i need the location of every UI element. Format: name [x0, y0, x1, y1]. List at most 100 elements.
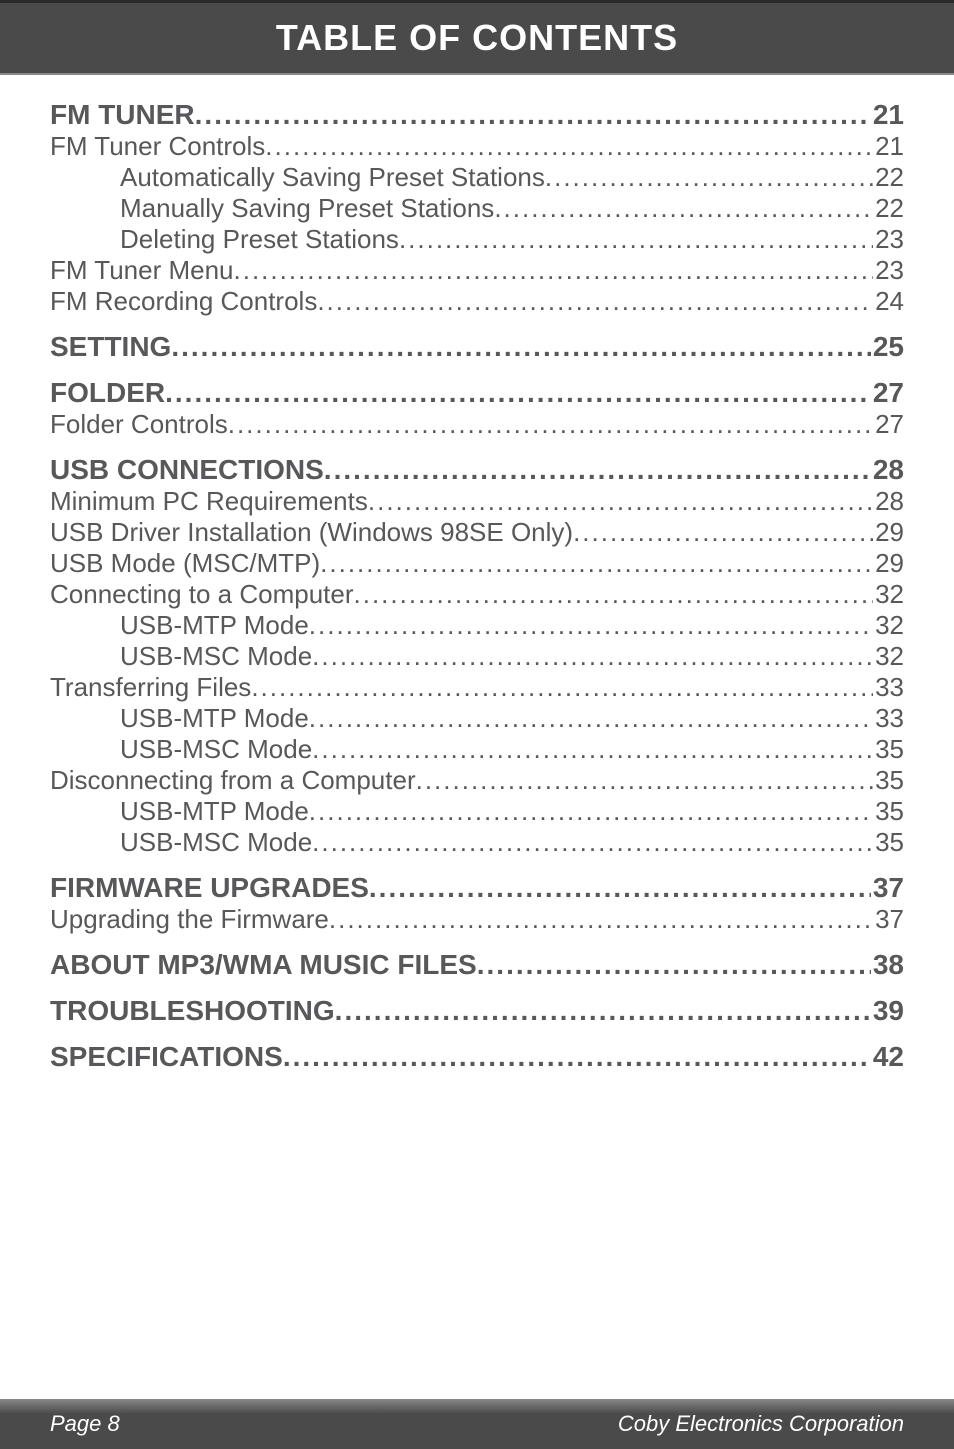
toc-entry-page: 29: [873, 517, 904, 548]
toc-entry-page: 22: [873, 162, 904, 193]
toc-entry-page: 32: [873, 641, 904, 672]
toc-entry-label: FM Tuner Menu: [50, 255, 234, 286]
toc-entry: SPECIFICATIONS42: [50, 1041, 904, 1073]
toc-entry-page: 22: [873, 193, 904, 224]
toc-leader-dots: [251, 672, 873, 703]
toc-entry-page: 33: [873, 703, 904, 734]
toc-leader-dots: [309, 796, 873, 827]
toc-entry-page: 23: [873, 224, 904, 255]
header-bar: TABLE OF CONTENTS: [0, 0, 954, 75]
toc-leader-dots: [368, 486, 873, 517]
toc-entry-page: 29: [873, 548, 904, 579]
toc-entry-page: 28: [873, 486, 904, 517]
toc-entry-label: Folder Controls: [50, 409, 228, 440]
toc-entry: FM Tuner Controls21: [50, 131, 904, 162]
toc-entry-label: FIRMWARE UPGRADES: [50, 872, 369, 904]
toc-entry-label: USB-MTP Mode: [120, 703, 309, 734]
toc-entry-label: FM Recording Controls: [50, 286, 317, 317]
toc-entry-page: 23: [873, 255, 904, 286]
toc-entry-label: Manually Saving Preset Stations: [120, 193, 494, 224]
toc-entry: Upgrading the Firmware 37: [50, 904, 904, 935]
toc-entry: Transferring Files33: [50, 672, 904, 703]
toc-entry-page: 35: [873, 765, 904, 796]
toc-entry-page: 27: [873, 409, 904, 440]
toc-leader-dots: [312, 827, 873, 858]
toc-leader-dots: [165, 377, 871, 409]
toc-entry: FOLDER27: [50, 377, 904, 409]
toc-entry-label: Disconnecting from a Computer: [50, 765, 416, 796]
toc-entry: USB-MSC Mode35: [50, 827, 904, 858]
toc-leader-dots: [545, 162, 873, 193]
toc-leader-dots: [312, 734, 873, 765]
footer-bar: Page 8 Coby Electronics Corporation: [0, 1399, 954, 1449]
toc-entry-page: 21: [871, 99, 904, 131]
toc-entry-page: 42: [871, 1041, 904, 1073]
toc-entry-label: Minimum PC Requirements: [50, 486, 368, 517]
toc-content: FM TUNER 21FM Tuner Controls21Automatical…: [0, 75, 954, 1073]
toc-entry-label: FM TUNER: [50, 99, 195, 131]
toc-entry: USB CONNECTIONS 28: [50, 454, 904, 486]
toc-leader-dots: [317, 286, 873, 317]
toc-leader-dots: [320, 548, 873, 579]
toc-entry: Folder Controls 27: [50, 409, 904, 440]
toc-entry-label: USB-MSC Mode: [120, 641, 312, 672]
toc-leader-dots: [416, 765, 873, 796]
toc-entry-page: 24: [873, 286, 904, 317]
toc-entry: FM Recording Controls 24: [50, 286, 904, 317]
toc-entry: ABOUT MP3/WMA MUSIC FILES38: [50, 949, 904, 981]
toc-entry-label: USB CONNECTIONS: [50, 454, 324, 486]
toc-entry-label: TROUBLESHOOTING: [50, 995, 335, 1027]
toc-entry-page: 32: [873, 610, 904, 641]
toc-leader-dots: [234, 255, 874, 286]
toc-entry-label: Transferring Files: [50, 672, 251, 703]
toc-leader-dots: [195, 99, 871, 131]
toc-leader-dots: [329, 904, 873, 935]
footer-page-number: Page 8: [50, 1411, 120, 1437]
toc-entry-page: 28: [871, 454, 904, 486]
toc-leader-dots: [283, 1041, 871, 1073]
toc-leader-dots: [335, 995, 871, 1027]
toc-entry: USB-MTP Mode 33: [50, 703, 904, 734]
toc-entry: USB-MTP Mode 32: [50, 610, 904, 641]
toc-entry-page: 35: [873, 796, 904, 827]
toc-entry: FIRMWARE UPGRADES 37: [50, 872, 904, 904]
toc-entry-page: 21: [873, 131, 904, 162]
toc-entry: Manually Saving Preset Stations 22: [50, 193, 904, 224]
toc-entry-label: USB-MTP Mode: [120, 610, 309, 641]
toc-leader-dots: [324, 454, 871, 486]
toc-leader-dots: [369, 872, 871, 904]
toc-entry: SETTING25: [50, 331, 904, 363]
toc-leader-dots: [477, 949, 871, 981]
toc-entry: USB Mode (MSC/MTP) 29: [50, 548, 904, 579]
toc-entry: FM TUNER 21: [50, 99, 904, 131]
toc-leader-dots: [309, 703, 873, 734]
toc-entry: USB-MSC Mode 32: [50, 641, 904, 672]
toc-entry-label: USB Mode (MSC/MTP): [50, 548, 320, 579]
toc-entry-page: 25: [871, 331, 904, 363]
toc-entry: FM Tuner Menu 23: [50, 255, 904, 286]
toc-entry-label: Connecting to a Computer: [50, 579, 354, 610]
toc-entry-page: 39: [871, 995, 904, 1027]
toc-leader-dots: [312, 641, 873, 672]
toc-entry-page: 35: [873, 734, 904, 765]
toc-entry-label: USB-MTP Mode: [120, 796, 309, 827]
toc-entry-label: USB Driver Installation (Windows 98SE On…: [50, 517, 573, 548]
toc-entry-label: Upgrading the Firmware: [50, 904, 329, 935]
toc-entry-page: 37: [873, 904, 904, 935]
toc-entry-page: 37: [871, 872, 904, 904]
toc-entry: USB Driver Installation (Windows 98SE On…: [50, 517, 904, 548]
toc-leader-dots: [573, 517, 873, 548]
toc-entry: Connecting to a Computer32: [50, 579, 904, 610]
toc-entry: USB-MTP Mode 35: [50, 796, 904, 827]
toc-leader-dots: [309, 610, 873, 641]
toc-leader-dots: [494, 193, 873, 224]
toc-entry: Minimum PC Requirements 28: [50, 486, 904, 517]
toc-entry: Deleting Preset Stations23: [50, 224, 904, 255]
toc-entry-label: USB-MSC Mode: [120, 827, 312, 858]
header-title: TABLE OF CONTENTS: [276, 17, 678, 58]
toc-leader-dots: [265, 131, 873, 162]
toc-entry-label: ABOUT MP3/WMA MUSIC FILES: [50, 949, 477, 981]
toc-entry-label: Automatically Saving Preset Stations: [120, 162, 545, 193]
toc-leader-dots: [399, 224, 873, 255]
toc-entry-page: 27: [871, 377, 904, 409]
